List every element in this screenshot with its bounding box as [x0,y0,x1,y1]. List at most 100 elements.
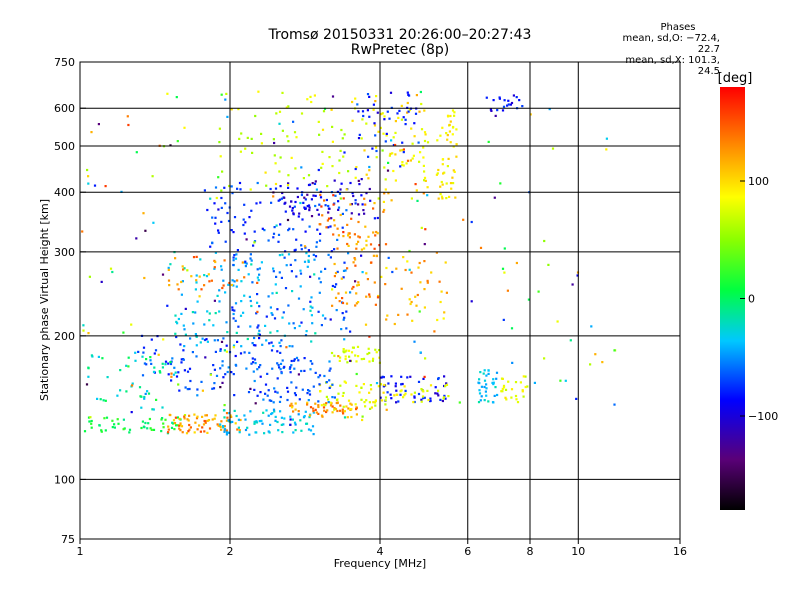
data-point [455,128,458,131]
data-point [413,135,416,138]
data-point [348,355,351,358]
data-point [503,99,506,102]
data-point [357,301,360,304]
data-point [355,302,358,305]
data-point [149,359,152,362]
x-tick-label: 8 [527,545,534,558]
data-point [343,338,346,341]
data-point [515,398,518,401]
data-point [305,252,308,255]
data-point [324,267,327,270]
data-point [343,261,346,264]
data-point [413,391,416,394]
data-point [195,344,198,347]
data-point [423,375,426,378]
data-point [347,349,351,352]
data-point [281,359,284,362]
data-point [287,105,290,108]
data-point [372,103,375,106]
data-point [368,115,371,118]
data-point [434,386,437,389]
data-point [221,364,224,367]
data-point [167,362,170,365]
data-point [441,183,444,186]
data-point [280,372,283,375]
data-point [290,270,293,273]
data-point [312,194,315,197]
data-point [384,283,387,286]
data-point [293,131,297,134]
data-point [324,404,327,407]
data-point [390,199,393,202]
data-point [479,246,483,249]
data-point [273,226,276,229]
data-point [231,420,234,423]
data-point [392,144,395,147]
data-point [369,384,372,387]
data-point [342,155,345,158]
data-point [502,384,506,387]
data-point [172,373,176,376]
data-point [176,140,179,143]
data-point [357,137,361,140]
data-point [426,389,429,392]
data-point [143,426,146,429]
data-point [478,378,481,381]
data-point [231,306,234,309]
data-point [470,300,473,303]
data-point [335,283,338,286]
data-point [331,165,334,168]
data-point [327,217,331,220]
data-point [231,192,234,195]
data-point [262,411,265,414]
data-point [357,355,360,358]
data-point [273,387,276,390]
data-point [130,411,133,414]
data-point [291,209,294,212]
data-point [389,152,392,155]
data-point [403,385,406,388]
data-point [325,198,328,202]
colorbar-tick-label: −100 [748,410,778,423]
data-point [265,184,268,187]
data-point [254,114,257,118]
data-point [232,284,235,287]
colorbar-label: [deg] [718,71,753,86]
data-point [220,196,223,200]
data-point [209,245,212,248]
data-point [232,263,235,267]
data-point [321,214,324,217]
data-point [353,233,356,236]
data-point [279,368,282,371]
data-point [436,392,439,395]
data-point [180,312,183,315]
data-point [420,128,424,131]
data-point [290,156,293,159]
data-point [208,319,211,322]
data-point [278,341,281,344]
data-point [246,136,249,139]
data-point [327,226,330,229]
data-point [213,368,216,371]
data-point [187,430,190,433]
data-point [418,110,421,113]
data-point [343,410,346,413]
data-point [304,207,307,210]
data-point [301,218,304,221]
data-point [185,432,189,435]
data-point [272,195,275,198]
data-point [435,251,438,254]
data-point [372,357,375,360]
data-point [195,355,198,358]
data-point [358,183,361,186]
data-point [216,423,219,426]
data-point [253,230,256,233]
data-point [264,383,268,386]
data-point [201,337,204,340]
data-point [290,364,293,367]
data-point [369,407,372,410]
data-point [378,244,381,247]
data-point [149,356,152,359]
data-point [506,104,509,107]
data-point [342,412,345,415]
